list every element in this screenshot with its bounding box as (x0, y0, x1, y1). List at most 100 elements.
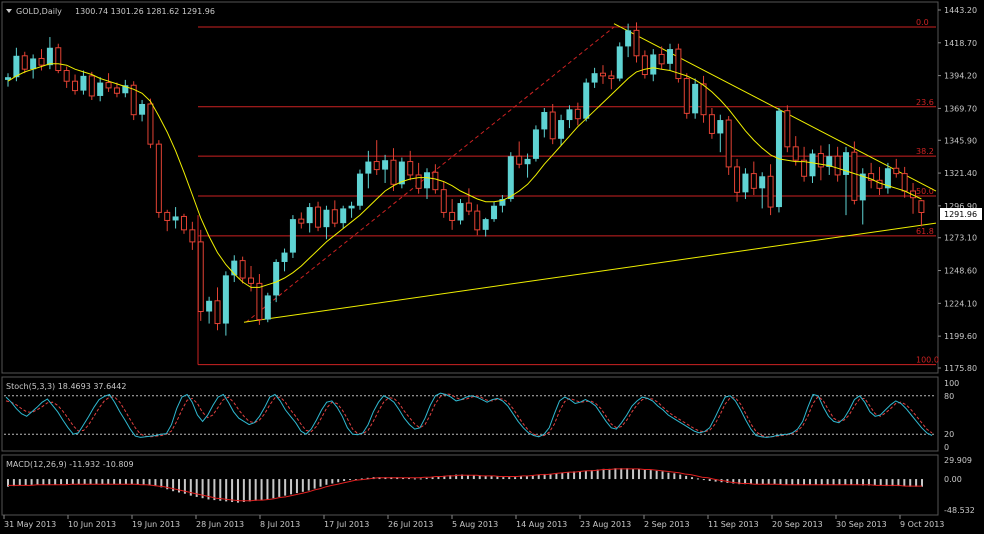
macd-bar (590, 470, 593, 480)
macd-bar (160, 479, 163, 488)
fib-diagonal (245, 26, 615, 323)
support-trendline[interactable] (243, 222, 937, 323)
macd-bar (201, 479, 204, 499)
candle-body (675, 48, 682, 80)
date-tick-label: 14 Aug 2013 (516, 520, 567, 529)
candle-body (323, 209, 330, 228)
candle-body (918, 200, 925, 213)
candle-body (884, 168, 891, 189)
candle-body (189, 229, 196, 243)
candle-body (21, 55, 28, 70)
candle-body (507, 156, 514, 200)
macd-bar (578, 471, 581, 480)
candle-body (281, 252, 288, 262)
candle-body (809, 153, 816, 177)
stoch-tick-label: 80 (944, 392, 954, 401)
macd-bar (820, 479, 823, 485)
candle-body (449, 211, 456, 221)
macd-bar (119, 479, 122, 485)
macd-tick-label: -48.532 (944, 506, 975, 515)
macd-bar (808, 479, 811, 485)
price-panel-frame (1, 1, 939, 374)
stoch-main-line (5, 392, 933, 438)
macd-tick-label: 29.909 (944, 456, 972, 465)
macd-bar (48, 479, 51, 485)
candle-body (658, 53, 665, 65)
price-tick-label: 1418.70 (944, 39, 977, 48)
candle-body (382, 160, 389, 170)
ohlc-label: 1300.74 1301.26 1281.62 1291.96 (75, 7, 215, 16)
macd-bar (856, 479, 859, 485)
date-tick-label: 19 Jun 2013 (132, 520, 180, 529)
macd-bar (915, 479, 918, 487)
macd-bar (236, 479, 239, 503)
candle-body (139, 103, 146, 115)
macd-bar (437, 476, 440, 480)
date-tick-label: 11 Sep 2013 (708, 520, 759, 529)
macd-bar (714, 479, 717, 482)
candle-body (767, 175, 774, 208)
trendlines[interactable] (243, 23, 937, 323)
candle-body (248, 277, 255, 284)
candle-body (147, 103, 154, 145)
macd-bar (107, 479, 110, 485)
candle-body (616, 46, 623, 79)
candle-body (80, 75, 87, 91)
candle-body (407, 161, 414, 176)
macd-bar (643, 469, 646, 480)
moving-average-line (7, 63, 922, 288)
macd-bar (89, 479, 92, 485)
candle-body (72, 80, 79, 92)
macd-bar (455, 474, 458, 480)
macd-bar (632, 468, 635, 480)
macd-bar (172, 479, 175, 492)
macd-bar (195, 479, 198, 497)
macd-bar (272, 479, 275, 499)
macd-bar (95, 479, 98, 485)
macd-bar (867, 479, 870, 486)
macd-bar (785, 479, 788, 485)
date-tick-label: 23 Aug 2013 (580, 520, 631, 529)
candle-body (700, 83, 707, 116)
candle-body (482, 219, 489, 230)
macd-bar (484, 475, 487, 480)
macd-bar (567, 472, 570, 480)
macd-bar (832, 479, 835, 485)
macd-bar (301, 479, 304, 492)
candle-body (599, 72, 606, 77)
candle-body (38, 57, 45, 66)
macd-bar (260, 479, 263, 501)
chart-menu-arrow-icon[interactable] (6, 9, 12, 13)
candle-body (298, 218, 305, 224)
macd-bar (767, 479, 770, 485)
macd-bar (531, 475, 534, 480)
macd-bar (413, 478, 416, 480)
macd-bar (83, 479, 86, 485)
macd-bar (903, 479, 906, 487)
candle-body (834, 155, 841, 176)
macd-bar (307, 479, 310, 491)
macd-bar (691, 477, 694, 480)
candle-body (55, 47, 62, 72)
candle-body (122, 85, 129, 94)
macd-bar (620, 468, 623, 480)
candle-body (206, 300, 213, 312)
macd-bar (655, 470, 658, 480)
macd-bar (496, 476, 499, 480)
candle-body (424, 172, 430, 189)
candle-body (826, 156, 833, 167)
macd-bar (36, 479, 39, 485)
date-tick-label: 9 Oct 2013 (900, 520, 944, 529)
candle-body (373, 161, 380, 171)
macd-bar (732, 479, 735, 484)
macd-bar (407, 477, 410, 480)
candle-body (876, 179, 883, 189)
candle-body (46, 47, 53, 66)
date-tick-label: 5 Aug 2013 (452, 520, 498, 529)
price-tick-label: 1273.10 (944, 234, 977, 243)
date-tick-label: 30 Sep 2013 (836, 520, 887, 529)
macd-bar (183, 479, 186, 494)
fibonacci-levels[interactable]: 0.0 23.6 38.2 50.0 61.8 100.0 (197, 18, 939, 366)
macd-bar (549, 473, 552, 480)
